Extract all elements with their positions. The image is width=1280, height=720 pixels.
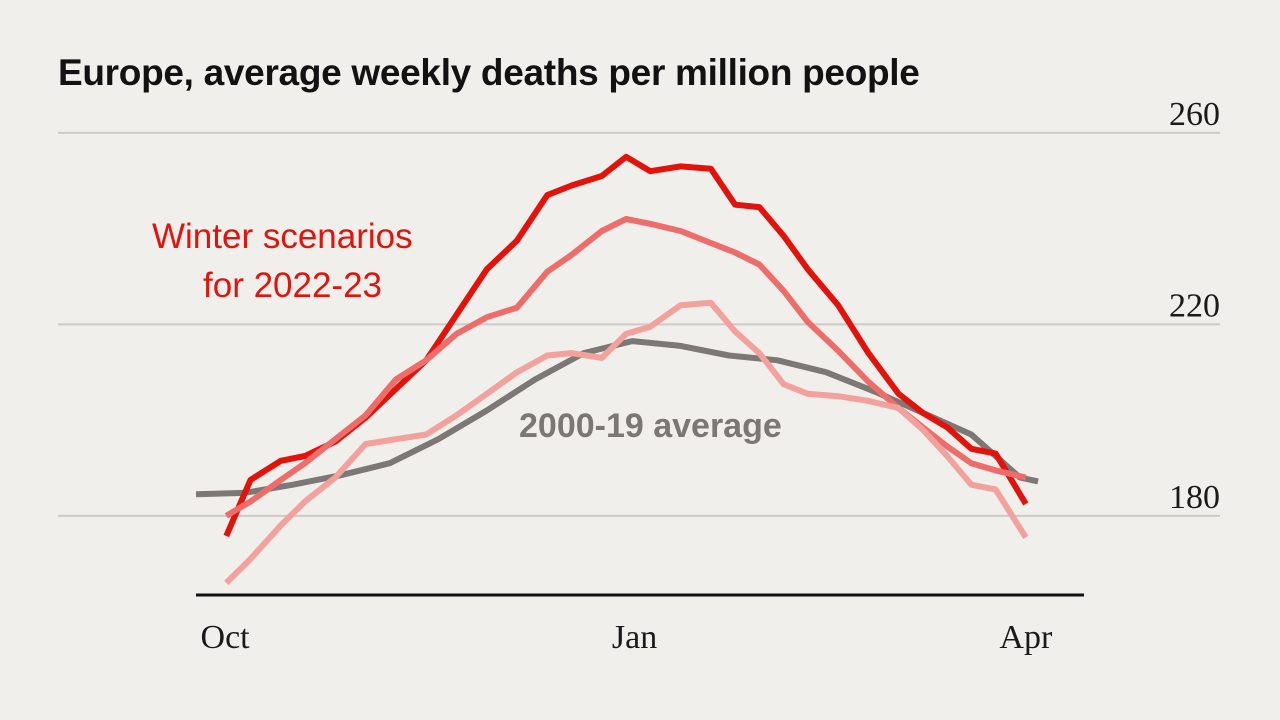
y-tick-label: 180 <box>1169 479 1220 516</box>
average-annotation: 2000-19 average <box>519 407 782 445</box>
x-tick-label: Jan <box>612 619 657 656</box>
x-tick-label: Apr <box>999 619 1053 656</box>
chart-title: Europe, average weekly deaths per millio… <box>58 52 920 93</box>
series-line-scenario-1 <box>223 153 1029 538</box>
series-line-scenario-3 <box>224 299 1029 586</box>
scenarios-annotation-line2: for 2022-23 <box>203 266 382 305</box>
y-tick-label: 220 <box>1169 287 1220 324</box>
x-tick-label: Oct <box>201 619 251 656</box>
scenarios-annotation-line1: Winter scenarios <box>152 217 413 256</box>
tick-labels: 180 220 260 Oct Jan Apr <box>201 96 1220 656</box>
gridlines <box>58 131 1220 517</box>
y-tick-label: 260 <box>1169 96 1220 133</box>
series-lines <box>195 153 1039 586</box>
